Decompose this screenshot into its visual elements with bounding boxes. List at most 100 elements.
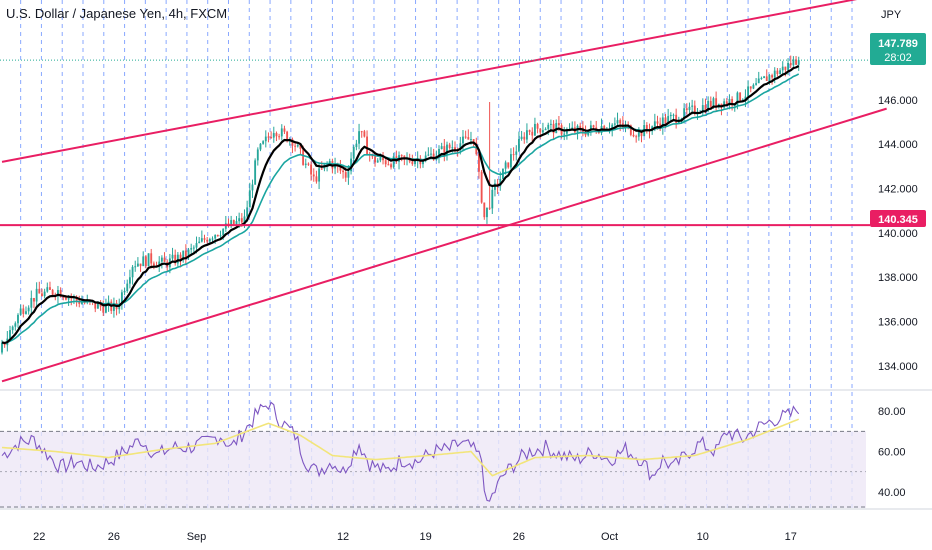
candle-body <box>749 86 752 89</box>
candle-body <box>387 164 390 166</box>
candle-body <box>25 311 27 314</box>
candle <box>251 179 254 198</box>
candle-body <box>62 296 65 298</box>
candle-body <box>366 136 368 155</box>
candle-body <box>264 136 267 142</box>
candle <box>464 130 467 139</box>
candle-body <box>347 171 350 178</box>
candle-body <box>131 266 134 278</box>
candle <box>728 94 731 110</box>
candle <box>126 279 129 293</box>
candle-body <box>147 253 150 267</box>
candle <box>43 288 46 299</box>
candle <box>150 248 153 269</box>
candle-body <box>400 155 403 157</box>
level-badge: 140.345 <box>870 210 926 227</box>
candle <box>270 131 273 139</box>
last-price-value: 147.789 <box>878 38 918 50</box>
candle-body <box>483 202 486 218</box>
candle-body <box>757 78 760 84</box>
candle <box>200 230 203 243</box>
time-tick-label: 19 <box>420 531 432 543</box>
candle <box>46 282 49 293</box>
candle-body <box>94 301 97 309</box>
candle-body <box>267 136 270 138</box>
chart-title: U.S. Dollar / Japanese Yen, 4h, FXCM <box>6 6 228 21</box>
candle-body <box>342 170 345 173</box>
candle <box>403 155 406 166</box>
candle-body <box>472 139 475 143</box>
candle <box>752 83 755 90</box>
candle-body <box>459 143 462 150</box>
candle-body <box>795 59 797 65</box>
candle-body <box>51 289 54 295</box>
candle-body <box>533 123 536 136</box>
candle <box>755 78 758 86</box>
candle <box>576 124 579 140</box>
time-tick-label: 17 <box>785 531 797 543</box>
candle-body <box>747 86 750 97</box>
candle-body <box>616 120 619 124</box>
candle-body <box>310 164 313 175</box>
candle <box>35 282 38 308</box>
candle <box>254 158 257 185</box>
candle <box>350 152 352 175</box>
candle-body <box>259 143 262 150</box>
candle-body <box>96 303 99 309</box>
time-tick-label: 26 <box>513 531 525 543</box>
candle <box>685 103 688 115</box>
candle-body <box>549 123 552 125</box>
candle <box>342 169 345 179</box>
candle <box>541 122 544 134</box>
candle-body <box>283 128 286 132</box>
candle <box>669 112 672 122</box>
candle-body <box>192 247 195 249</box>
candle <box>128 269 131 289</box>
candle <box>792 56 795 68</box>
candle-body <box>65 297 67 300</box>
candle-body <box>11 326 14 331</box>
candle-body <box>57 290 59 297</box>
candle-body <box>46 287 49 292</box>
candle <box>645 122 648 134</box>
candle-body <box>262 141 265 144</box>
lower-trendline <box>1 107 887 383</box>
candle-body <box>160 257 163 262</box>
candle-body <box>150 253 153 264</box>
ema-fast-line <box>1 65 800 345</box>
candle-body <box>797 60 800 65</box>
candle-body <box>158 261 161 267</box>
candle-body <box>728 98 731 105</box>
candle <box>384 158 387 168</box>
candle-body <box>384 160 387 165</box>
candle-body <box>776 70 779 75</box>
candle-body <box>528 130 531 132</box>
candle-body <box>222 228 225 236</box>
candle-body <box>49 287 51 290</box>
candle-body <box>360 131 363 133</box>
candle <box>563 126 566 141</box>
candle <box>280 124 283 141</box>
candle <box>144 254 147 269</box>
candle-body <box>432 153 435 160</box>
candle-body <box>392 156 395 168</box>
candle <box>310 161 313 181</box>
candle <box>142 251 145 267</box>
candle-body <box>184 250 187 258</box>
candle-body <box>512 154 515 156</box>
candle-body <box>14 323 17 327</box>
candle <box>11 325 14 334</box>
candle-body <box>523 136 526 140</box>
candle-body <box>152 263 155 266</box>
candle-body <box>446 144 448 155</box>
candle-body <box>352 147 355 159</box>
candle-body <box>667 116 670 124</box>
candle <box>448 142 451 150</box>
candle-body <box>611 124 614 130</box>
drawings-layer <box>0 0 887 383</box>
candle-body <box>176 254 179 264</box>
candle-body <box>440 146 443 149</box>
price-tick-label: 136.000 <box>878 316 918 328</box>
